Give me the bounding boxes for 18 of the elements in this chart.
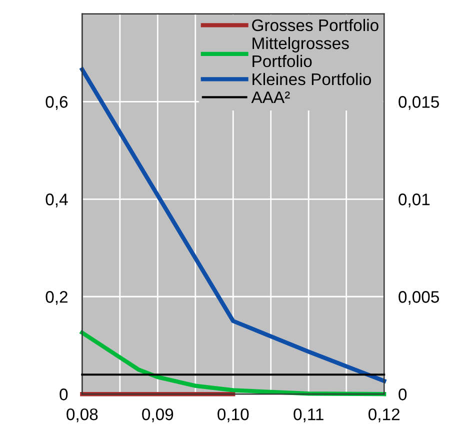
y-tick-label: 0,6 [46, 96, 68, 110]
x-tick-label: 0,11 [294, 408, 324, 422]
y-tick-label: 0,2 [46, 291, 68, 305]
x-tick-label: 0,12 [368, 408, 400, 422]
y2-tick-label: 0,01 [398, 194, 430, 208]
x-tick-label: 0,10 [218, 408, 249, 422]
y-tick-label: 0,4 [46, 194, 68, 208]
legend-label: Mittelgrosses Portfolio [252, 36, 349, 68]
y2-tick-label: 0 [398, 388, 407, 400]
line-series [80, 67, 386, 384]
legend-label: AAA² [251, 91, 290, 104]
x-tick-label: 0,09 [142, 408, 174, 422]
legend-label: Kleines Portfolio [252, 72, 371, 86]
y2-tick-label: 0,015 [398, 96, 439, 110]
y-tick-label: 0 [60, 388, 68, 400]
legend-label: Grosses Portfolio [252, 18, 378, 32]
x-tick-label: 0,08 [66, 408, 98, 422]
y2-tick-label: 0,005 [398, 291, 439, 305]
